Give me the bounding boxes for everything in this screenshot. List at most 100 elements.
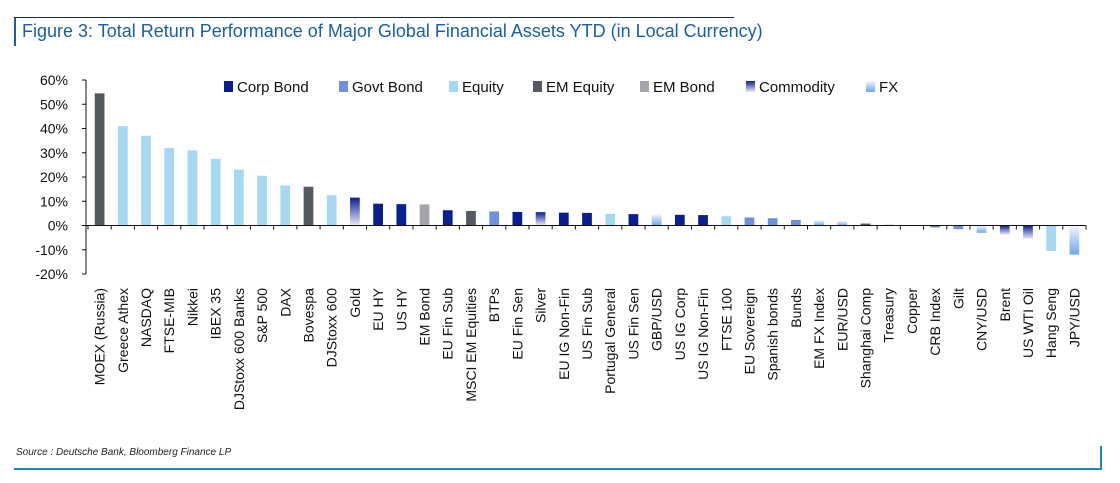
legend: Corp Bond Govt Bond Equity EM Equity EM Bond…: [224, 79, 898, 96]
category-label-shanghai-comp: Shanghai Comp: [858, 288, 874, 389]
category-label-cny-usd: CNY/USD: [974, 288, 990, 351]
y-tick-label: 0%: [48, 218, 68, 234]
category-label-us-ig-corp: US IG Corp: [672, 288, 688, 361]
bar-ftse-100: [721, 216, 732, 226]
bar-nikkei: [187, 150, 198, 226]
title-top-rule: [14, 17, 734, 18]
bar-us-fin-sen: [628, 214, 639, 226]
bar-brent: [999, 225, 1010, 235]
bar-us-hy: [396, 204, 407, 226]
category-label-copper: Copper: [904, 288, 920, 334]
legend-label-fx: FX: [879, 79, 898, 96]
category-label-treasury: Treasury: [881, 288, 897, 343]
category-label-djstoxx-600-banks: DJStoxx 600 Banks: [231, 288, 247, 410]
legend-swatch-corp-bond: [224, 81, 233, 92]
bar-gold: [350, 197, 360, 226]
category-label-crb-index: CRB Index: [927, 288, 943, 356]
category-label-moex-russia: MOEX (Russia): [92, 288, 108, 385]
legend-swatch-em-equity: [533, 81, 542, 92]
legend-swatch-equity: [449, 81, 458, 92]
category-label-eu-fin-sen: EU Fin Sen: [509, 288, 525, 360]
bar-us-fin-sub: [582, 212, 592, 226]
category-label-brent: Brent: [997, 288, 1013, 322]
category-label-hang-seng: Hang Seng: [1043, 288, 1059, 358]
category-label-spanish-bonds: Spanish bonds: [765, 288, 781, 381]
bar-eu-hy: [373, 203, 383, 226]
bar-us-ig-corp: [674, 214, 685, 226]
bar-eu-ig-non-fin: [558, 212, 569, 226]
legend-label-em-bond: EM Bond: [653, 79, 715, 96]
category-label-djstoxx-600: DJStoxx 600: [324, 288, 340, 368]
bar-hang-seng: [1046, 225, 1057, 251]
y-tick-label: -20%: [35, 266, 68, 282]
bar-greece-athex: [117, 126, 128, 226]
category-label-bunds: Bunds: [788, 288, 804, 328]
category-label-msci-em-equities: MSCI EM Equities: [463, 288, 479, 402]
category-label-eu-ig-non-fin: EU IG Non-Fin: [556, 288, 572, 380]
category-label-eu-fin-sub: EU Fin Sub: [440, 288, 456, 360]
legend-label-commodity: Commodity: [759, 79, 835, 96]
bar-gilt: [953, 225, 964, 230]
legend-label-corp-bond: Corp Bond: [237, 79, 309, 96]
category-label-jpy-usd: JPY/USD: [1066, 288, 1082, 347]
bar-jpy-usd: [1069, 225, 1080, 255]
category-label-silver: Silver: [533, 288, 549, 323]
y-tick-label: 30%: [40, 145, 68, 161]
category-label-gbp-usd: GBP/USD: [649, 288, 665, 351]
y-tick-label: 40%: [40, 121, 68, 137]
bar-eu-sovereign: [744, 217, 755, 226]
bar-em-fx-index: [814, 220, 824, 226]
bar-eu-fin-sub: [442, 210, 453, 226]
bar-gbp-usd: [651, 214, 662, 226]
bar-msci-em-equities: [466, 210, 476, 226]
legend-swatch-commodity: [746, 81, 755, 92]
bar-btps: [489, 211, 500, 226]
category-labels: MOEX (Russia) Greece Athex NASDAQ FTSE-MIB N…: [92, 287, 1083, 410]
legend-swatch-em-bond: [640, 81, 649, 92]
bar-em-bond: [419, 204, 430, 226]
bar-portugal-general: [605, 213, 616, 226]
y-tick-label: 10%: [40, 193, 68, 209]
bar-dax: [280, 185, 291, 226]
bar-djstoxx-600: [326, 195, 337, 226]
y-axis: -20% -10% 0% 10% 20% 30% 40% 50% 60%: [35, 72, 87, 282]
bar-spanish-bonds: [767, 218, 778, 226]
bar-eur-usd: [837, 221, 848, 226]
y-tick-label: 60%: [40, 72, 68, 88]
bar-eu-fin-sen: [512, 211, 523, 226]
category-label-nasdaq: NASDAQ: [138, 288, 154, 347]
category-label-us-fin-sen: US Fin Sen: [625, 288, 641, 360]
y-tick-label: 20%: [40, 169, 68, 185]
x-axis: [86, 225, 1087, 230]
bar-ibex-35: [210, 158, 221, 226]
category-label-portugal-general: Portugal General: [602, 288, 618, 394]
bar-bunds: [791, 219, 801, 226]
category-label-eur-usd: EUR/USD: [834, 288, 850, 351]
bar-crb-index: [930, 225, 941, 228]
category-label-nikkei: Nikkei: [184, 288, 200, 326]
category-label-greece-athex: Greece Athex: [115, 288, 131, 373]
category-label-em-bond: EM Bond: [417, 288, 433, 346]
bottom-rule: [14, 468, 1102, 470]
bar-moex-russia: [94, 93, 105, 226]
category-label-ftse-mib: FTSE-MIB: [161, 288, 177, 353]
category-label-us-ig-non-fin: US IG Non-Fin: [695, 288, 711, 380]
category-label-eu-sovereign: EU Sovereign: [741, 288, 757, 374]
category-label-s-p-500: S&P 500: [254, 288, 270, 343]
bar-us-wti-oil: [1023, 225, 1033, 239]
bar-shanghai-comp: [860, 223, 871, 226]
category-label-gilt: Gilt: [950, 288, 966, 309]
category-label-em-fx-index: EM FX Index: [811, 288, 827, 369]
legend-label-em-equity: EM Equity: [546, 79, 615, 96]
category-label-dax: DAX: [277, 287, 293, 316]
legend-swatch-govt-bond: [339, 81, 348, 92]
legend-label-govt-bond: Govt Bond: [352, 79, 423, 96]
legend-label-equity: Equity: [462, 79, 504, 96]
bar-ftse-mib: [164, 147, 175, 226]
category-label-btps: BTPs: [486, 288, 502, 322]
bar-bovespa: [303, 186, 314, 226]
y-tick-label: -10%: [35, 242, 68, 258]
bar-silver: [535, 212, 546, 226]
bar-us-ig-non-fin: [698, 215, 708, 226]
